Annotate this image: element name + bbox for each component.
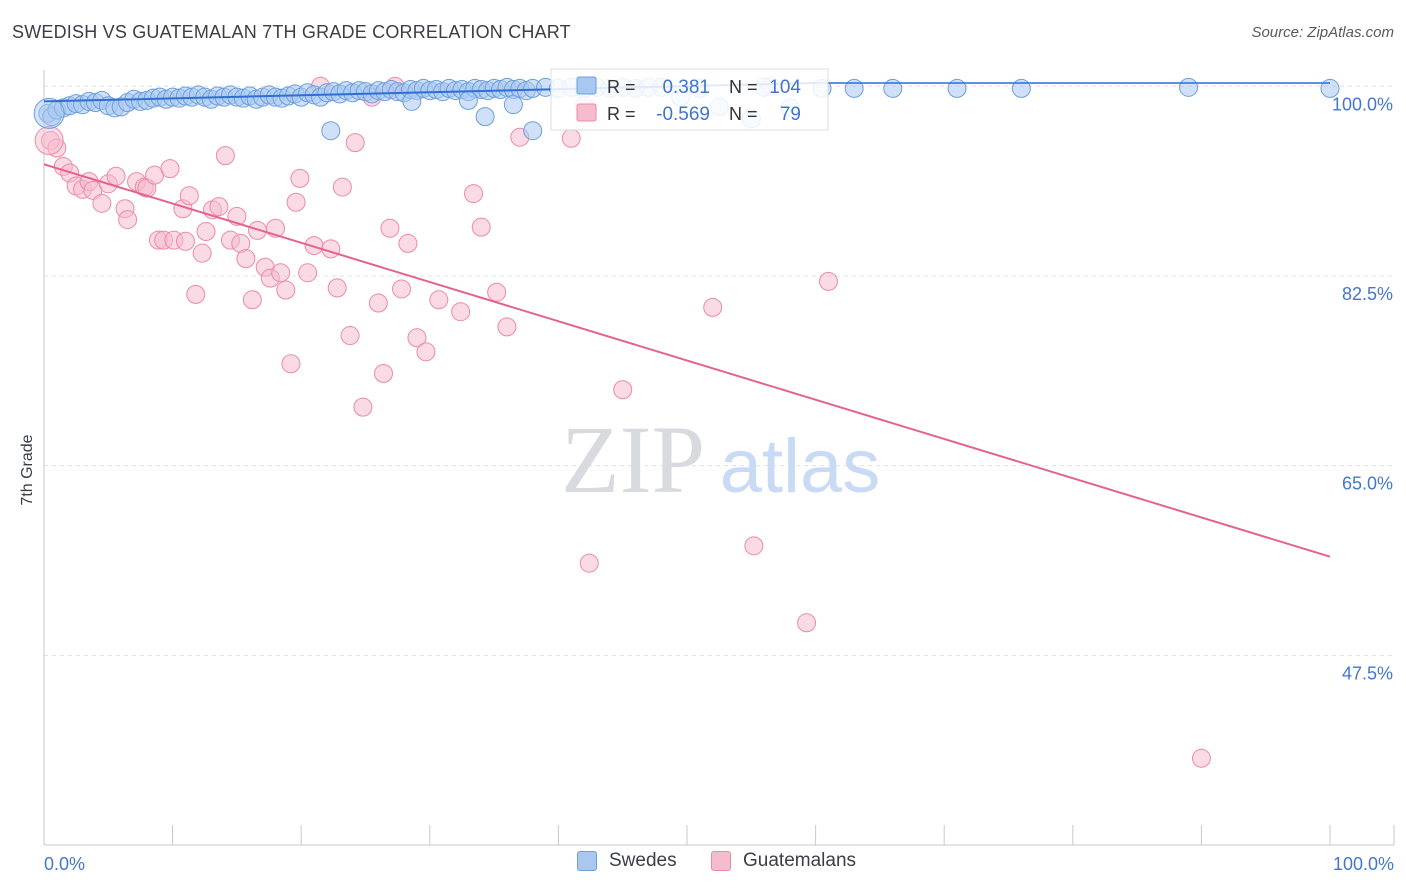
- x-tick-label-max: 100.0%: [1333, 854, 1394, 874]
- guatemalans-point: [613, 380, 633, 400]
- x-tick-labels: 0.0% 100.0%: [44, 854, 1394, 874]
- swedes-point: [321, 121, 341, 141]
- swedes-n-value: 104: [769, 77, 801, 98]
- guatemalans-point: [118, 210, 138, 230]
- guatemalans-point: [407, 328, 427, 348]
- guatemalans-point: [236, 249, 256, 269]
- swedes-points: [33, 77, 1340, 141]
- guatemalans-point: [286, 192, 306, 212]
- guatemalans-swatch: [576, 103, 597, 122]
- swedes-swatch: [576, 76, 597, 95]
- guatemalans-point: [368, 293, 388, 313]
- y-tick-labels: 100.0% 82.5% 65.0% 47.5%: [1332, 94, 1393, 683]
- swedes-point: [947, 78, 967, 98]
- swedes-point: [1320, 78, 1340, 98]
- watermark: ZIP atlas: [561, 406, 880, 513]
- guatemalans-point: [179, 186, 199, 206]
- guatemalans-point: [175, 231, 195, 251]
- watermark-zip: ZIP: [561, 406, 705, 513]
- source-label: Source: ZipAtlas.com: [1251, 24, 1394, 41]
- swedes-point: [844, 78, 864, 98]
- guatemalans-points: [34, 76, 1211, 768]
- legend-label-swedes: Swedes: [609, 850, 677, 871]
- swedes-point: [883, 78, 903, 98]
- stats-legend-frame: [550, 68, 829, 131]
- guatemalans-point: [561, 128, 581, 148]
- guatemalans-point: [242, 290, 262, 310]
- swedes-point: [475, 107, 495, 127]
- guatemalans-point: [353, 397, 373, 417]
- swedes-n-label: N =: [729, 77, 758, 97]
- guatemalans-n-value: 79: [780, 104, 801, 125]
- guatemalans-n-label: N =: [729, 104, 758, 124]
- swedes-point: [33, 97, 65, 129]
- guatemalans-point: [497, 317, 517, 337]
- guatemalans-point: [464, 184, 484, 204]
- guatemalans-point: [215, 146, 235, 166]
- guatemalans-point: [579, 553, 599, 573]
- y-tick-label: 47.5%: [1342, 663, 1393, 683]
- y-tick-label: 82.5%: [1342, 284, 1393, 304]
- guatemalans-point: [818, 271, 838, 291]
- guatemalans-point: [106, 166, 126, 186]
- swedes-point: [1179, 77, 1199, 97]
- chart-title: SWEDISH VS GUATEMALAN 7TH GRADE CORRELAT…: [12, 22, 571, 42]
- guatemalans-point: [471, 217, 491, 237]
- guatemalans-point: [429, 290, 449, 310]
- x-tick-label-min: 0.0%: [44, 854, 85, 874]
- guatemalans-point: [392, 279, 412, 299]
- swedes-point: [1011, 78, 1031, 98]
- guatemalans-point: [281, 354, 301, 374]
- legend-item-swedes[interactable]: Swedes: [577, 850, 677, 872]
- guatemalans-point: [209, 197, 229, 217]
- axes: [43, 70, 1395, 846]
- swedes-point: [458, 90, 478, 110]
- guatemalans-point: [1191, 748, 1211, 768]
- guatemalans-point: [345, 133, 365, 153]
- guatemalans-r-label: R =: [607, 104, 636, 124]
- guatemalans-trend-line: [43, 163, 1331, 558]
- guatemalans-point: [416, 342, 436, 362]
- guatemalans-point: [290, 168, 310, 188]
- y-tick-label: 65.0%: [1342, 474, 1393, 494]
- guatemalans-point: [327, 278, 347, 298]
- guatemalans-point: [186, 284, 206, 304]
- guatemalans-point: [703, 297, 723, 317]
- stats-legend: R = 0.381 N = 104 R = -0.569 N = 79: [550, 68, 829, 131]
- swedes-point: [523, 121, 543, 141]
- guatemalans-point: [92, 193, 112, 213]
- swedes-point: [503, 95, 523, 115]
- guatemalans-point: [340, 326, 360, 346]
- legend-swatch-guatemalans: [711, 851, 731, 871]
- guatemalans-point: [451, 302, 471, 322]
- legend-label-guatemalans: Guatemalans: [743, 850, 857, 871]
- guatemalans-point: [797, 613, 817, 633]
- guatemalans-point: [276, 280, 296, 300]
- y-tick-label: 100.0%: [1332, 94, 1393, 114]
- legend-swatch-swedes: [577, 851, 597, 871]
- guatemalans-point: [398, 233, 418, 253]
- guatemalans-point: [487, 282, 507, 302]
- swedes-r-value: 0.381: [662, 77, 710, 98]
- guatemalans-point: [160, 159, 180, 179]
- swedes-r-label: R =: [607, 77, 636, 97]
- guatemalans-point: [298, 263, 318, 283]
- guatemalans-r-value: -0.569: [656, 104, 710, 125]
- guatemalans-point: [374, 363, 394, 383]
- guatemalans-point: [332, 177, 352, 197]
- guatemalans-point: [192, 243, 212, 263]
- guatemalans-point: [34, 125, 64, 155]
- legend-item-guatemalans[interactable]: Guatemalans: [711, 850, 856, 872]
- guatemalans-point: [744, 536, 764, 556]
- guatemalans-point: [196, 222, 216, 242]
- watermark-atlas: atlas: [720, 424, 881, 509]
- bottom-legend: Swedes Guatemalans: [0, 850, 1406, 878]
- guatemalans-point: [271, 263, 291, 283]
- swedes-point: [402, 91, 422, 111]
- guatemalans-point: [380, 218, 400, 238]
